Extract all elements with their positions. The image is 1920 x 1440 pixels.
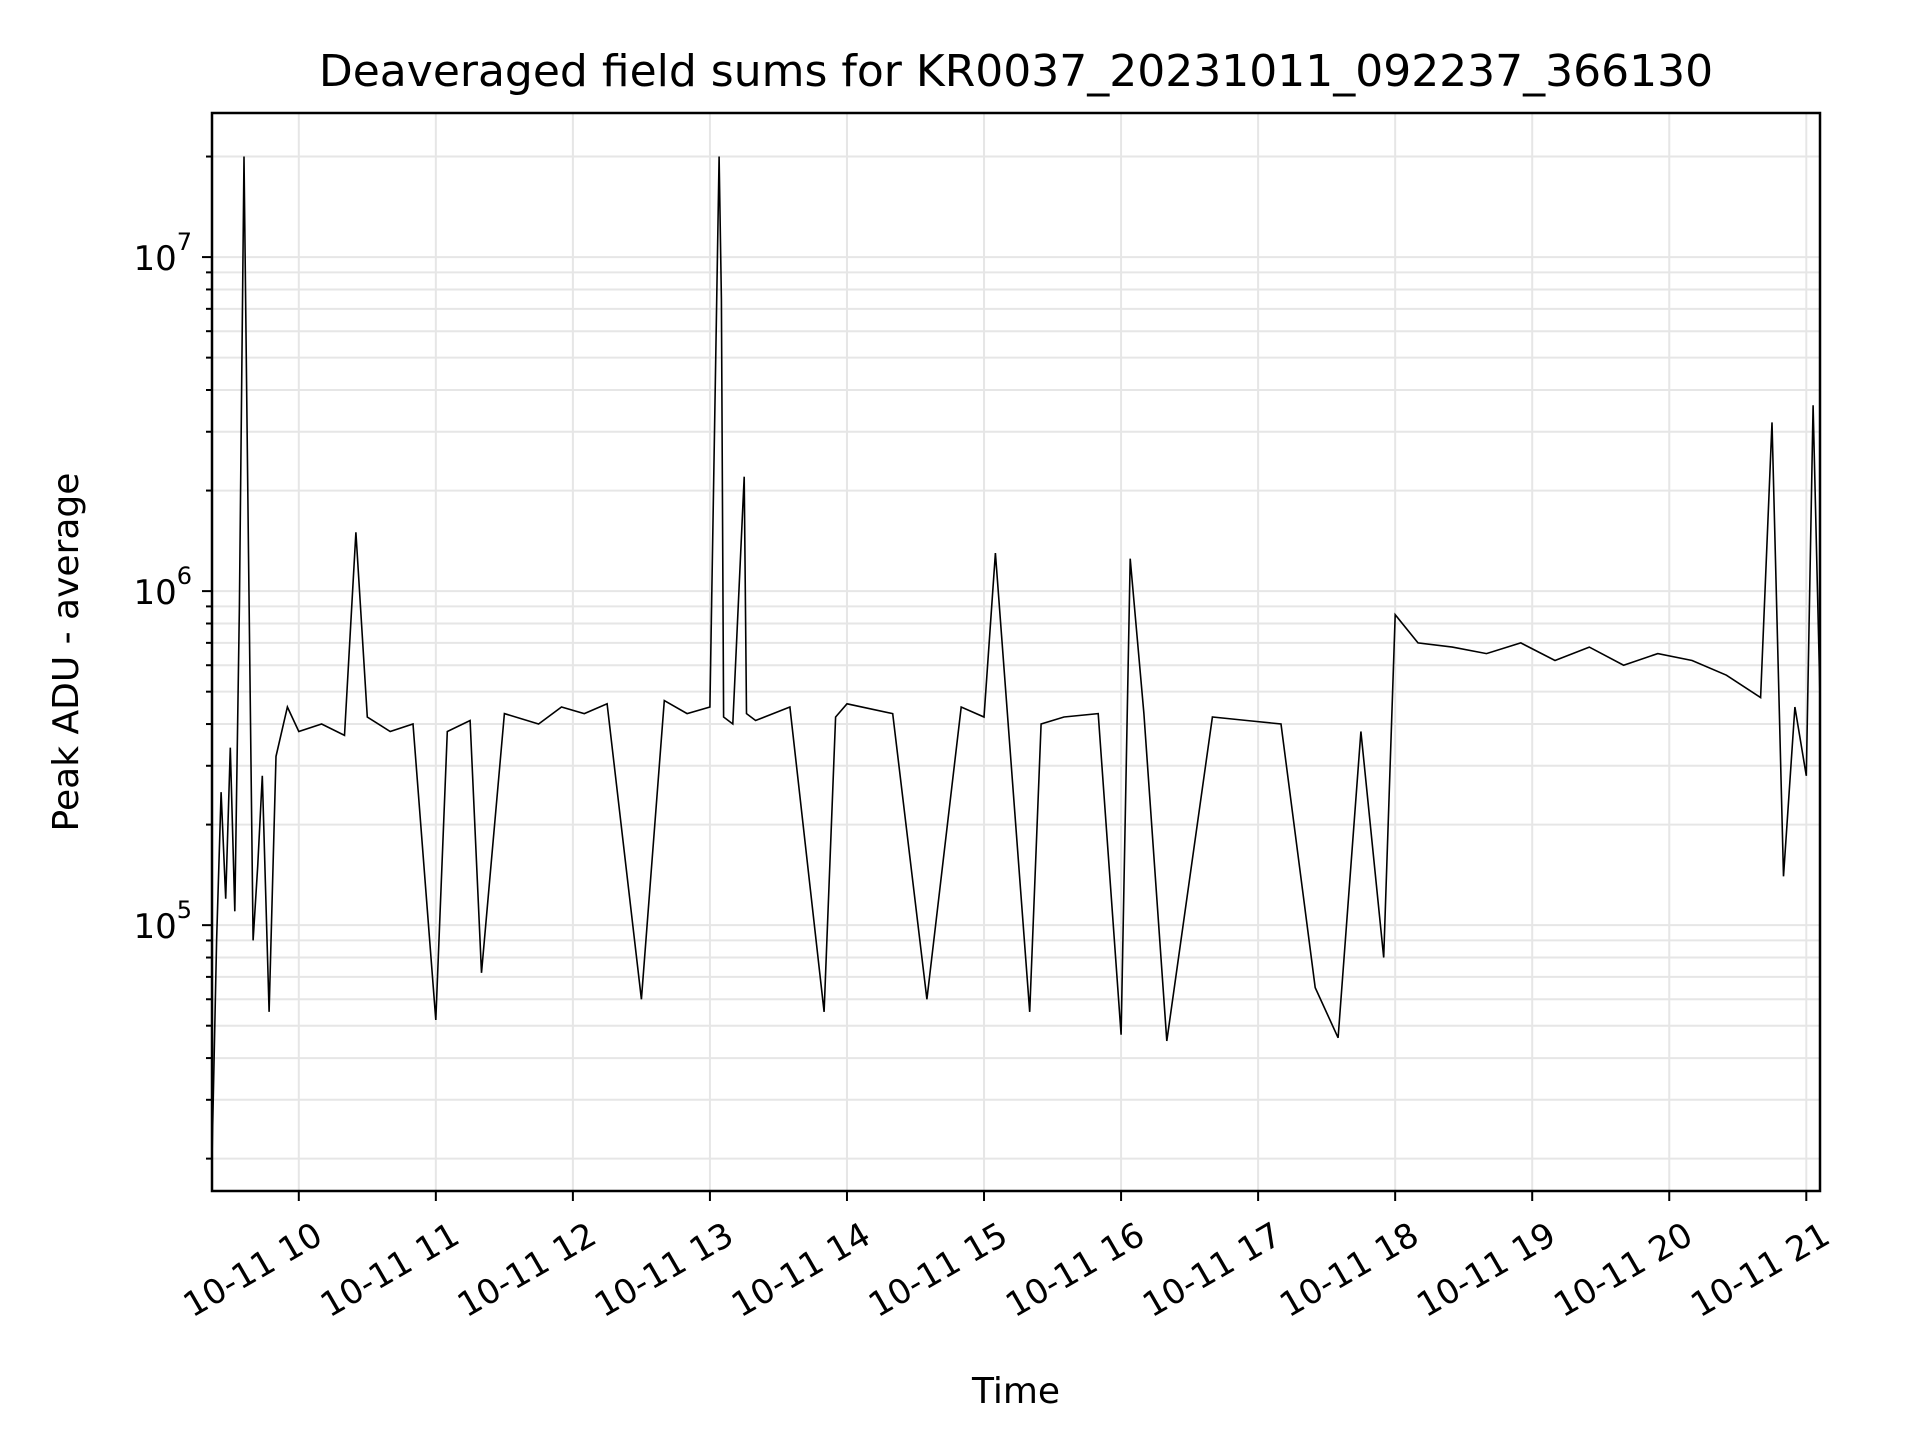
y-tick-base: 10 <box>133 907 176 947</box>
y-tick-label: 106 <box>133 562 192 613</box>
chart-title: Deaveraged field sums for KR0037_2023101… <box>319 46 1713 97</box>
y-tick-label: 107 <box>133 228 192 279</box>
y-axis-label: Peak ADU - average <box>46 473 87 832</box>
y-tick-base: 10 <box>133 239 176 279</box>
y-tick-exponent: 6 <box>177 562 192 590</box>
x-axis-label: Time <box>971 1371 1060 1412</box>
y-tick-exponent: 5 <box>177 896 192 924</box>
series-layer <box>211 156 1821 1159</box>
y-tick-base: 10 <box>133 573 176 613</box>
y-tick-exponent: 7 <box>177 228 192 256</box>
plot-frame <box>210 111 1822 1193</box>
series-line <box>211 156 1821 1159</box>
y-tick-label: 105 <box>133 896 192 947</box>
